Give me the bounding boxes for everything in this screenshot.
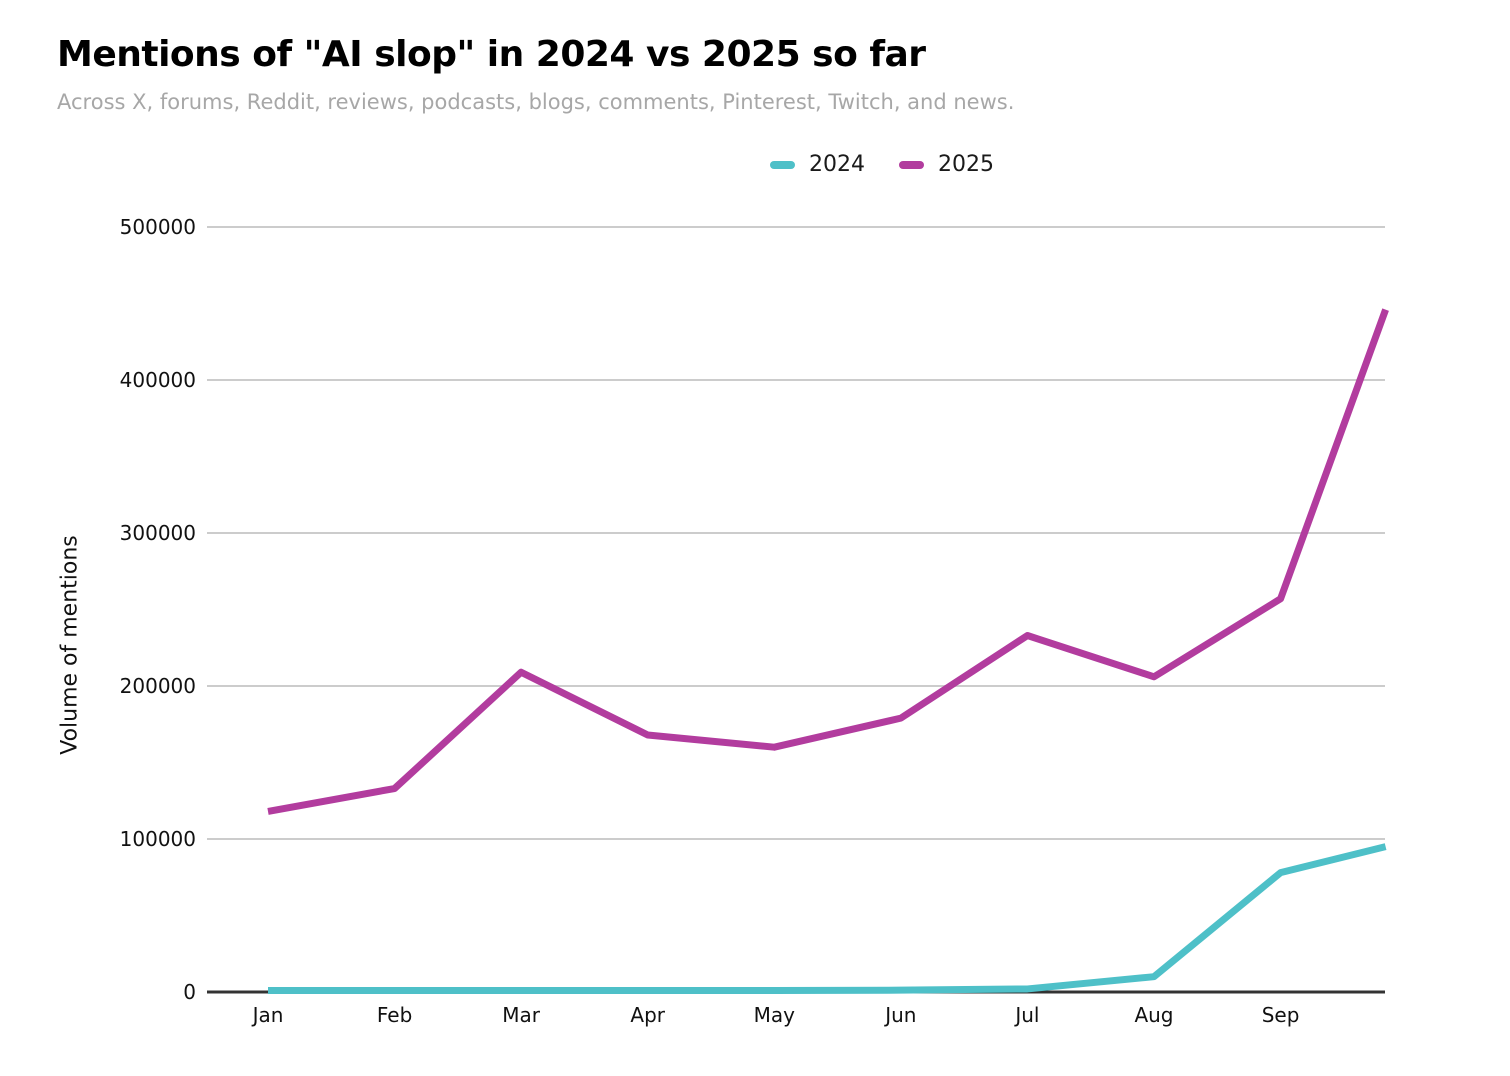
chart-subtitle: Across X, forums, Reddit, reviews, podca… bbox=[57, 90, 1015, 114]
legend-swatch-2024 bbox=[770, 160, 795, 169]
legend-label-2024: 2024 bbox=[809, 152, 865, 177]
x-tick-label-Jan: Jan bbox=[252, 1003, 284, 1027]
legend-item-2024[interactable]: 2024 bbox=[770, 152, 865, 177]
y-tick-label-200000: 200000 bbox=[119, 674, 196, 698]
series-line-2024 bbox=[268, 843, 1387, 994]
legend-swatch-2025 bbox=[899, 160, 924, 169]
x-tick-label-Apr: Apr bbox=[630, 1003, 666, 1027]
y-tick-label-400000: 400000 bbox=[119, 368, 196, 392]
series-line-2025 bbox=[267, 308, 1389, 815]
x-tick-label-May: May bbox=[753, 1003, 795, 1027]
legend-item-2025[interactable]: 2025 bbox=[899, 152, 994, 177]
y-tick-label-500000: 500000 bbox=[119, 215, 196, 239]
chart-title: Mentions of "AI slop" in 2024 vs 2025 so… bbox=[57, 34, 926, 75]
legend-label-2025: 2025 bbox=[938, 152, 994, 177]
y-tick-label-100000: 100000 bbox=[119, 827, 196, 851]
legend: 2024 2025 bbox=[770, 152, 994, 177]
x-tick-label-Sep: Sep bbox=[1261, 1003, 1300, 1027]
y-tick-label-0: 0 bbox=[183, 980, 196, 1004]
x-tick-label-Aug: Aug bbox=[1134, 1003, 1174, 1027]
x-tick-label-Mar: Mar bbox=[502, 1003, 540, 1027]
x-tick-label-Jul: Jul bbox=[1015, 1003, 1040, 1027]
x-tick-label-Jun: Jun bbox=[885, 1003, 917, 1027]
y-tick-label-300000: 300000 bbox=[119, 521, 196, 545]
x-tick-label-Feb: Feb bbox=[376, 1003, 413, 1027]
